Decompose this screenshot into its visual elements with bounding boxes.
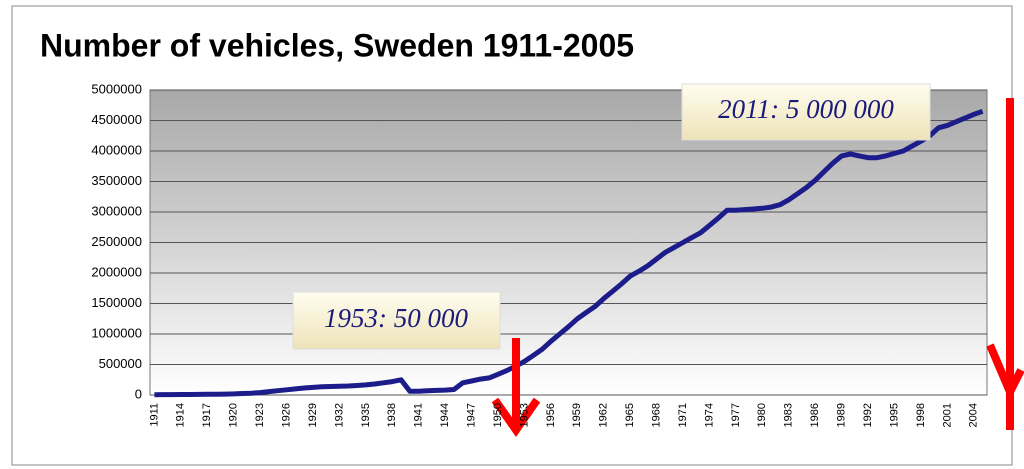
y-tick-label: 1000000 [91, 325, 142, 340]
y-tick-label: 2500000 [91, 234, 142, 249]
x-tick-label: 1923 [254, 403, 266, 427]
x-tick-label: 1959 [571, 403, 583, 427]
x-tick-label: 1998 [915, 403, 927, 427]
y-tick-label: 1500000 [91, 295, 142, 310]
x-tick-label: 1911 [148, 403, 160, 427]
x-tick-label: 1965 [624, 403, 636, 427]
x-tick-label: 1977 [730, 403, 742, 427]
annotation-box [292, 291, 501, 350]
x-tick-label: 1929 [307, 403, 319, 427]
annotation-box [681, 83, 931, 141]
x-tick-label: 1971 [677, 403, 689, 427]
y-tick-label: 4500000 [91, 112, 142, 127]
x-tick-label: 2001 [941, 403, 953, 427]
x-tick-label: 1992 [862, 403, 874, 427]
x-tick-label: 1995 [888, 403, 900, 427]
annotation: 1953: 50 000 [324, 303, 468, 333]
x-tick-label: 2004 [968, 403, 980, 427]
x-tick-label: 1941 [413, 403, 425, 427]
annotation: 2011: 5 000 000 [718, 94, 894, 124]
arrow-head [986, 343, 1024, 402]
y-tick-label: 4000000 [91, 142, 142, 157]
y-tick-label: 5000000 [91, 81, 142, 96]
x-tick-label: 1926 [280, 403, 292, 427]
x-tick-label: 1956 [545, 403, 557, 427]
y-tick-label: 3500000 [91, 173, 142, 188]
x-tick-label: 1914 [175, 403, 187, 427]
x-tick-label: 1932 [333, 403, 345, 427]
x-tick-label: 1953 [518, 403, 530, 427]
x-tick-label: 1938 [386, 403, 398, 427]
x-tick-label: 1950 [492, 403, 504, 427]
x-tick-label: 1986 [809, 403, 821, 427]
x-tick-label: 1983 [783, 403, 795, 427]
x-tick-label: 1944 [439, 403, 451, 427]
arrows [491, 98, 1024, 437]
x-tick-label: 1935 [360, 403, 372, 427]
line-series [154, 108, 984, 398]
x-tick-label: 1962 [598, 403, 610, 427]
y-tick-label: 3000000 [91, 203, 142, 218]
x-tick-label: 1980 [756, 403, 768, 427]
x-tick-label: 1947 [465, 403, 477, 427]
x-tick-label: 1974 [703, 403, 715, 427]
y-tick-label: 2000000 [91, 264, 142, 279]
arrow-head [491, 397, 541, 437]
x-tick-label: 1920 [228, 403, 240, 427]
x-tick-label: 1968 [651, 403, 663, 427]
y-tick-label: 0 [135, 386, 142, 401]
x-tick-label: 1917 [201, 403, 213, 427]
y-tick-label: 500000 [99, 356, 142, 371]
x-tick-label: 1989 [836, 403, 848, 427]
chart-title: Number of vehicles, Sweden 1911-2005 [40, 27, 634, 63]
